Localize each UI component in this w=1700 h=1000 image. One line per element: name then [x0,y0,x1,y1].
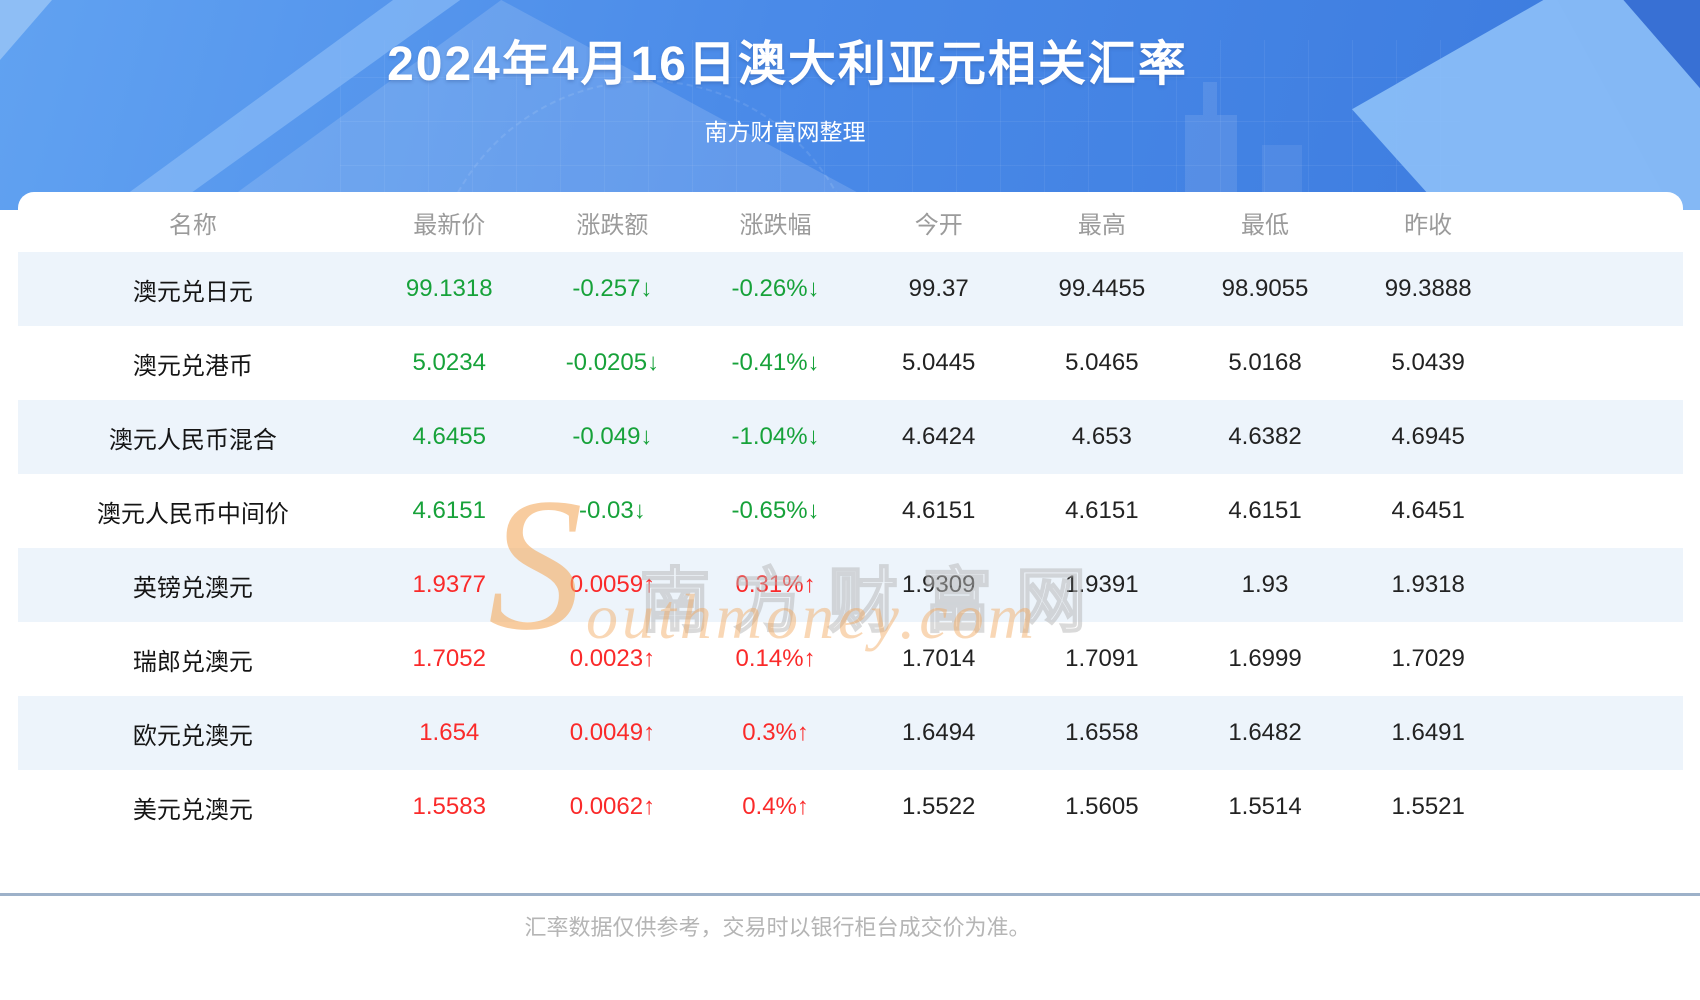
spacer-cell [1509,400,1683,474]
high-cell: 99.4455 [1020,252,1184,326]
table-row: 英镑兑澳元 1.9377 0.0059↑ 0.31%↑ 1.9309 1.9391 1.93… [18,548,1683,622]
pair-name-cell: 澳元人民币混合 [18,400,368,474]
open-cell: 1.7014 [902,645,976,672]
change-cell: 0.0023↑ [569,645,656,672]
pair-name-cell: 瑞郎兑澳元 [132,648,253,676]
open-cell: 1.9309 [857,548,1021,622]
prev_close-cell: 1.6491 [1346,696,1510,770]
prev_close-cell: 99.3888 [1346,252,1510,326]
prev_close-cell: 1.5521 [1391,793,1465,820]
high-cell: 5.0465 [1065,349,1139,376]
change-cell: -0.049↓ [530,400,694,474]
latest-cell: 5.0234 [412,349,486,376]
table-row: 美元兑澳元 1.5583 0.0062↑ 0.4%↑ 1.5522 1.5605 1.551… [18,770,1683,844]
column-header: 涨跌幅 [739,211,812,239]
low-cell: 1.5514 [1228,793,1302,820]
high-cell: 1.7091 [1065,645,1139,672]
spacer-cell [1509,696,1683,770]
pair-name-cell: 美元兑澳元 [132,796,253,824]
pair-name-cell: 澳元兑日元 [18,252,368,326]
low-cell: 4.6382 [1183,400,1347,474]
table-row: 瑞郎兑澳元 1.7052 0.0023↑ 0.14%↑ 1.7014 1.7091 1.69… [18,622,1683,696]
banner-bar-chart-decoration [1203,82,1217,115]
high-cell: 4.653 [1020,400,1184,474]
table-row: 澳元兑港币 5.0234 -0.0205↓ -0.41%↓ 5.0445 5.0465 5.… [18,326,1683,400]
latest-cell: 1.5583 [412,793,486,820]
low-cell: 1.93 [1183,548,1347,622]
header-banner [0,0,1700,210]
page-title: 2024年4月16日澳大利亚元相关汇率 [387,38,1188,91]
open-cell: 1.5522 [902,793,976,820]
open-cell: 5.0445 [902,349,976,376]
footer-disclaimer: 汇率数据仅供参考，交易时以银行柜台成交价为准。 [524,915,1031,940]
pair-name-cell: 英镑兑澳元 [18,548,368,622]
footer-divider [0,893,1700,896]
spacer-cell [1509,252,1683,326]
change_pct-cell: 0.14%↑ [735,645,816,672]
table-row: 欧元兑澳元 1.654 0.0049↑ 0.3%↑ 1.6494 1.6558 1.6482… [18,696,1683,770]
column-header: 最高 [1077,211,1126,239]
change_pct-cell: -0.65%↓ [731,497,820,524]
change_pct-cell: 0.31%↑ [693,548,858,622]
pair-name-cell: 澳元人民币中间价 [96,500,289,528]
column-header: 名称 [168,211,217,239]
prev_close-cell: 1.9318 [1346,548,1510,622]
high-cell: 1.5605 [1065,793,1139,820]
low-cell: 4.6151 [1228,497,1302,524]
column-header: 昨收 [1404,211,1453,239]
spacer-cell [1509,548,1683,622]
column-header: 最低 [1241,211,1290,239]
pair-name-cell: 欧元兑澳元 [18,696,368,770]
page-subtitle: 南方财富网整理 [704,119,866,145]
spacer-header [1510,192,1683,252]
table-header-row: 名称 最新价 涨跌额 涨跌幅 今开 最高 最低 昨收 [18,192,1683,252]
open-cell: 99.37 [857,252,1021,326]
spacer-cell [1510,474,1683,548]
change-cell: 0.0062↑ [569,793,656,820]
rates-table-panel: 名称 最新价 涨跌额 涨跌幅 今开 最高 最低 昨收 澳元兑日元 99.1318 -0.257↓ -… [18,192,1683,844]
column-header: 涨跌额 [576,211,649,239]
change-cell: 0.0059↑ [530,548,694,622]
prev_close-cell: 4.6945 [1346,400,1510,474]
spacer-cell [1510,622,1683,696]
pair-name-cell: 澳元兑港币 [132,352,253,380]
high-cell: 1.6558 [1020,696,1184,770]
high-cell: 1.9391 [1020,548,1184,622]
prev_close-cell: 4.6451 [1391,497,1465,524]
open-cell: 4.6424 [857,400,1021,474]
rates-table-body: 澳元兑日元 99.1318 -0.257↓ -0.26%↓ 99.37 99.4455 98… [18,252,1683,844]
change_pct-cell: 0.3%↑ [693,696,858,770]
high-cell: 4.6151 [1065,497,1139,524]
table-row: 澳元兑日元 99.1318 -0.257↓ -0.26%↓ 99.37 99.4455 98… [18,252,1683,326]
change-cell: -0.257↓ [530,252,694,326]
spacer-cell [1510,326,1683,400]
change-cell: -0.0205↓ [565,349,660,376]
change-cell: 0.0049↑ [530,696,694,770]
rates-table: 名称 最新价 涨跌额 涨跌幅 今开 最高 最低 昨收 澳元兑日元 99.1318 -0.257↓ -… [18,192,1683,844]
latest-cell: 1.654 [367,696,531,770]
column-header: 今开 [914,211,963,239]
low-cell: 5.0168 [1228,349,1302,376]
low-cell: 1.6482 [1183,696,1347,770]
latest-cell: 99.1318 [367,252,531,326]
table-row: 澳元人民币中间价 4.6151 -0.03↓ -0.65%↓ 4.6151 4.6151 4… [18,474,1683,548]
change-cell: -0.03↓ [579,497,646,524]
open-cell: 4.6151 [902,497,976,524]
column-header: 最新价 [413,211,486,239]
spacer-cell [1510,770,1683,844]
change_pct-cell: -0.41%↓ [731,349,820,376]
table-row: 澳元人民币混合 4.6455 -0.049↓ -1.04%↓ 4.6424 4.653 4.… [18,400,1683,474]
latest-cell: 1.7052 [412,645,486,672]
change_pct-cell: -0.26%↓ [693,252,858,326]
low-cell: 1.6999 [1228,645,1302,672]
low-cell: 98.9055 [1183,252,1347,326]
latest-cell: 4.6455 [367,400,531,474]
prev_close-cell: 1.7029 [1391,645,1465,672]
latest-cell: 1.9377 [367,548,531,622]
prev_close-cell: 5.0439 [1391,349,1465,376]
latest-cell: 4.6151 [412,497,486,524]
open-cell: 1.6494 [857,696,1021,770]
change_pct-cell: -1.04%↓ [693,400,858,474]
change_pct-cell: 0.4%↑ [742,793,809,820]
